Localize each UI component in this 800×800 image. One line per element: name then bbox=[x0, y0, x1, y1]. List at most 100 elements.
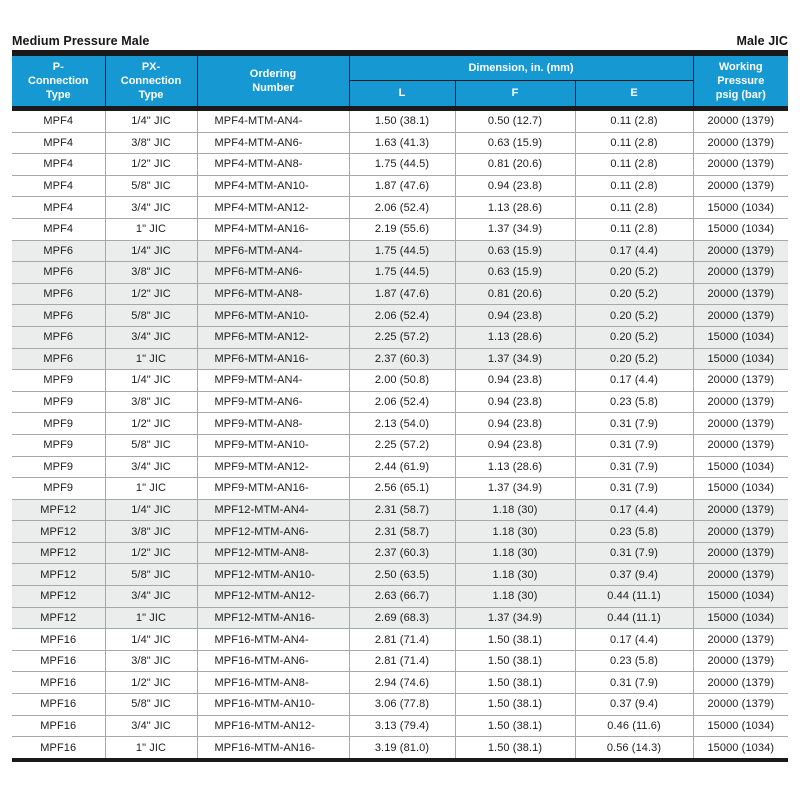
dim-f-cell: 1.37 (34.9) bbox=[454, 606, 576, 629]
px-connection-cell: 5/8" JIC bbox=[104, 693, 198, 716]
dim-e-cell: 0.56 (14.3) bbox=[574, 736, 694, 760]
p-connection-cell: MPF12 bbox=[12, 498, 106, 521]
px-connection-cell: 5/8" JIC bbox=[104, 563, 198, 586]
dim-e-cell: 0.31 (7.9) bbox=[574, 541, 694, 564]
p-connection-cell: MPF16 bbox=[12, 736, 106, 760]
table-row: MPF4 3/4" JIC MPF4-MTM-AN12- 2.06 (52.4) 1.1… bbox=[12, 196, 789, 219]
dim-f-cell: 0.94 (23.8) bbox=[454, 390, 576, 413]
dim-l-cell: 2.44 (61.9) bbox=[348, 455, 456, 478]
dim-e-cell: 0.23 (5.8) bbox=[574, 390, 694, 413]
p-connection-cell: MPF12 bbox=[12, 563, 106, 586]
header-px-connection-type: PX- Connection Type bbox=[104, 53, 198, 111]
dim-f-cell: 0.81 (20.6) bbox=[454, 153, 576, 176]
dim-l-cell: 3.06 (77.8) bbox=[348, 693, 456, 716]
working-pressure-cell: 20000 (1379) bbox=[692, 239, 789, 262]
dim-f-cell: 1.50 (38.1) bbox=[454, 649, 576, 672]
table-row: MPF12 1/4" JIC MPF12-MTM-AN4- 2.31 (58.7) 1.… bbox=[12, 498, 789, 521]
dim-l-cell: 2.50 (63.5) bbox=[348, 563, 456, 586]
dim-l-cell: 1.50 (38.1) bbox=[348, 108, 456, 133]
working-pressure-cell: 20000 (1379) bbox=[692, 433, 789, 456]
ordering-number-cell: MPF12-MTM-AN8- bbox=[196, 541, 350, 564]
dim-l-cell: 2.06 (52.4) bbox=[348, 304, 456, 327]
ordering-number-cell: MPF12-MTM-AN10- bbox=[196, 563, 350, 586]
p-connection-cell: MPF16 bbox=[12, 671, 106, 694]
ordering-number-cell: MPF4-MTM-AN10- bbox=[196, 174, 350, 197]
dim-f-cell: 0.94 (23.8) bbox=[454, 433, 576, 456]
table-header: P- Connection Type PX- Connection Type O… bbox=[12, 53, 789, 111]
dim-f-cell: 1.50 (38.1) bbox=[454, 671, 576, 694]
dim-l-cell: 2.06 (52.4) bbox=[348, 390, 456, 413]
ordering-number-cell: MPF16-MTM-AN8- bbox=[196, 671, 350, 694]
ordering-number-cell: MPF9-MTM-AN8- bbox=[196, 412, 350, 435]
px-connection-cell: 1/4" JIC bbox=[104, 498, 198, 521]
dim-e-cell: 0.17 (4.4) bbox=[574, 498, 694, 521]
px-connection-cell: 5/8" JIC bbox=[104, 433, 198, 456]
ordering-number-cell: MPF12-MTM-AN4- bbox=[196, 498, 350, 521]
ordering-number-cell: MPF9-MTM-AN6- bbox=[196, 390, 350, 413]
dim-e-cell: 0.17 (4.4) bbox=[574, 369, 694, 392]
p-connection-cell: MPF9 bbox=[12, 433, 106, 456]
table-row: MPF12 5/8" JIC MPF12-MTM-AN10- 2.50 (63.5) 1… bbox=[12, 563, 789, 586]
table-row: MPF12 1/2" JIC MPF12-MTM-AN8- 2.37 (60.3) 1.… bbox=[12, 541, 789, 564]
p-connection-cell: MPF6 bbox=[12, 261, 106, 284]
px-connection-cell: 1/4" JIC bbox=[104, 628, 198, 651]
dim-e-cell: 0.37 (9.4) bbox=[574, 693, 694, 716]
dim-f-cell: 1.18 (30) bbox=[454, 585, 576, 608]
dim-l-cell: 1.87 (47.6) bbox=[348, 174, 456, 197]
table-row: MPF9 5/8" JIC MPF9-MTM-AN10- 2.25 (57.2) 0.9… bbox=[12, 433, 789, 456]
dim-f-cell: 0.63 (15.9) bbox=[454, 261, 576, 284]
header-dim-e: E bbox=[574, 80, 694, 111]
table-row: MPF4 1/4" JIC MPF4-MTM-AN4- 1.50 (38.1) 0.50… bbox=[12, 108, 789, 133]
working-pressure-cell: 20000 (1379) bbox=[692, 671, 789, 694]
dim-f-cell: 0.63 (15.9) bbox=[454, 131, 576, 154]
p-connection-cell: MPF16 bbox=[12, 714, 106, 737]
px-connection-cell: 1/4" JIC bbox=[104, 369, 198, 392]
dim-e-cell: 0.23 (5.8) bbox=[574, 520, 694, 543]
dim-l-cell: 2.06 (52.4) bbox=[348, 196, 456, 219]
page-title-right: Male JIC bbox=[736, 34, 788, 48]
ordering-number-cell: MPF4-MTM-AN12- bbox=[196, 196, 350, 219]
px-connection-cell: 3/8" JIC bbox=[104, 649, 198, 672]
fittings-spec-table: P- Connection Type PX- Connection Type O… bbox=[12, 50, 789, 762]
p-connection-cell: MPF6 bbox=[12, 239, 106, 262]
p-connection-cell: MPF9 bbox=[12, 390, 106, 413]
working-pressure-cell: 20000 (1379) bbox=[692, 108, 789, 133]
dim-e-cell: 0.11 (2.8) bbox=[574, 131, 694, 154]
px-connection-cell: 3/4" JIC bbox=[104, 585, 198, 608]
working-pressure-cell: 15000 (1034) bbox=[692, 325, 789, 349]
dim-l-cell: 1.63 (41.3) bbox=[348, 131, 456, 154]
header-dimension-group: Dimension, in. (mm) bbox=[348, 53, 694, 81]
table-row: MPF4 5/8" JIC MPF4-MTM-AN10- 1.87 (47.6) 0.9… bbox=[12, 174, 789, 197]
header-dim-l: L bbox=[349, 80, 456, 111]
px-connection-cell: 5/8" JIC bbox=[104, 304, 198, 327]
p-connection-cell: MPF16 bbox=[12, 628, 106, 651]
p-connection-cell: MPF4 bbox=[12, 217, 106, 241]
dim-f-cell: 0.81 (20.6) bbox=[454, 282, 576, 305]
table-row: MPF6 3/4" JIC MPF6-MTM-AN12- 2.25 (57.2) 1.1… bbox=[12, 325, 789, 349]
dim-l-cell: 3.19 (81.0) bbox=[348, 736, 456, 760]
working-pressure-cell: 20000 (1379) bbox=[692, 304, 789, 327]
dim-l-cell: 2.13 (54.0) bbox=[348, 412, 456, 435]
table-row: MPF4 1/2" JIC MPF4-MTM-AN8- 1.75 (44.5) 0.81… bbox=[12, 153, 789, 176]
working-pressure-cell: 20000 (1379) bbox=[692, 390, 789, 413]
dim-e-cell: 0.17 (4.4) bbox=[574, 239, 694, 262]
ordering-number-cell: MPF6-MTM-AN8- bbox=[196, 282, 350, 305]
dim-f-cell: 1.13 (28.6) bbox=[454, 455, 576, 478]
p-connection-cell: MPF9 bbox=[12, 477, 106, 500]
ordering-number-cell: MPF12-MTM-AN6- bbox=[196, 520, 350, 543]
working-pressure-cell: 15000 (1034) bbox=[692, 585, 789, 608]
dim-l-cell: 2.19 (55.6) bbox=[348, 217, 456, 241]
working-pressure-cell: 20000 (1379) bbox=[692, 628, 789, 651]
dim-e-cell: 0.44 (11.1) bbox=[574, 585, 694, 608]
ordering-number-cell: MPF16-MTM-AN4- bbox=[196, 628, 350, 651]
dim-e-cell: 0.11 (2.8) bbox=[574, 153, 694, 176]
header-working-pressure: Working Pressure psig (bar) bbox=[692, 53, 789, 111]
dim-f-cell: 0.94 (23.8) bbox=[454, 369, 576, 392]
table-row: MPF9 1/2" JIC MPF9-MTM-AN8- 2.13 (54.0) 0.94… bbox=[12, 412, 789, 435]
dim-e-cell: 0.20 (5.2) bbox=[574, 347, 694, 370]
ordering-number-cell: MPF9-MTM-AN12- bbox=[196, 455, 350, 478]
dim-l-cell: 2.31 (58.7) bbox=[348, 520, 456, 543]
px-connection-cell: 1" JIC bbox=[104, 477, 198, 500]
p-connection-cell: MPF4 bbox=[12, 131, 106, 154]
dim-e-cell: 0.31 (7.9) bbox=[574, 477, 694, 500]
